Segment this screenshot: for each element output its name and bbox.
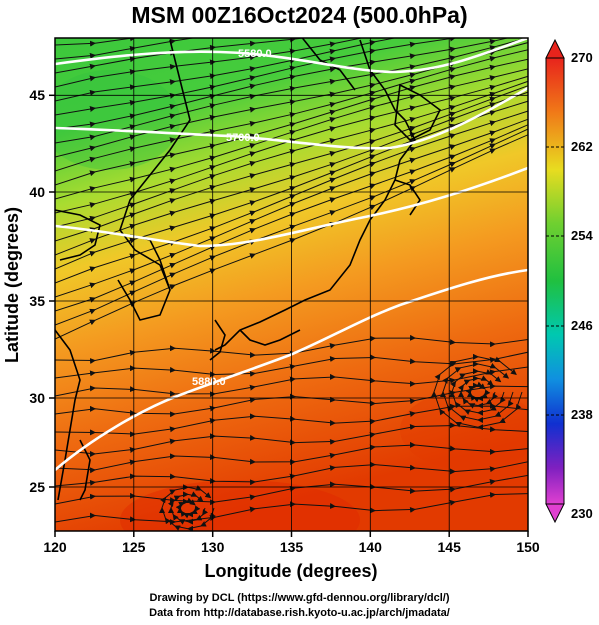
contour-5880 (55, 268, 528, 471)
contour-label-5880: 5880.0 (192, 376, 226, 388)
kyushu-coast (209, 319, 226, 361)
x-tick-label: 135 (280, 539, 304, 555)
contour-label-5580: 5580.0 (238, 48, 272, 60)
streamline (431, 353, 523, 431)
colorbar: 270 262 254 246 238 230 (545, 38, 593, 524)
x-tick-label: 150 (516, 539, 540, 555)
y-tick-label: 40 (29, 184, 45, 200)
x-tick-label: 120 (43, 539, 67, 555)
colorbar-label: 262 (571, 139, 593, 154)
streamline (55, 130, 528, 340)
contour-5820 (55, 166, 528, 248)
china-coast (55, 329, 81, 501)
x-tick-label: 145 (438, 539, 462, 555)
colorbar-label: 230 (571, 506, 593, 521)
contour-label-5700: 5700.0 (226, 132, 260, 144)
y-tick-label: 45 (29, 87, 45, 103)
map-title: MSM 00Z16Oct2024 (500.0hPa) (131, 2, 468, 28)
streamline (159, 484, 216, 531)
colorbar-bottom-arrow (545, 503, 565, 524)
streamline (55, 490, 528, 526)
credit-data: Data from http://database.rish.kyoto-u.a… (149, 607, 450, 619)
tohoku-coast (394, 179, 421, 216)
taiwan-coast (79, 439, 91, 501)
colorbar-label: 254 (571, 228, 593, 243)
credit-drawing: Drawing by DCL (https://www.gfd-dennou.o… (149, 592, 450, 604)
x-tick-label: 125 (122, 539, 146, 555)
axis-ticks (49, 94, 529, 537)
continent-coast (117, 39, 191, 321)
y-axis-title: Latitude (degrees) (2, 207, 22, 363)
x-axis-title: Longitude (degrees) (204, 561, 377, 581)
bohai-coast (55, 209, 101, 261)
y-tick-label: 30 (29, 390, 45, 406)
plot-area: 5580.0 5700.0 5880.0 (55, 38, 528, 531)
x-tick-label: 130 (201, 539, 225, 555)
shikoku-coast (239, 329, 301, 346)
colorbar-scale (545, 57, 565, 505)
colorbar-label: 238 (571, 407, 593, 422)
colorbar-label: 270 (571, 50, 593, 65)
y-tick-label: 25 (29, 479, 45, 495)
warm-patch (120, 480, 360, 531)
y-tick-label: 35 (29, 293, 45, 309)
colorbar-label: 246 (571, 318, 593, 333)
x-tick-label: 140 (359, 539, 383, 555)
colorbar-top-arrow (545, 38, 565, 59)
wind-streamlines (55, 38, 528, 531)
contour-5700 (55, 86, 528, 150)
grid-lines (55, 38, 528, 531)
